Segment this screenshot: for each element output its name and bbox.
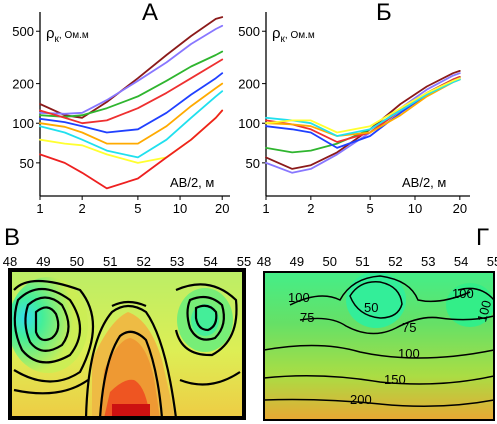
series-line-8 xyxy=(265,77,461,134)
map-x-tick-label: 49 xyxy=(290,254,304,269)
map-x-tick-label: 50 xyxy=(322,254,336,269)
map-x-tick-label: 53 xyxy=(170,254,184,269)
y-tick-label: 500 xyxy=(12,24,34,39)
contour-label: 200 xyxy=(350,392,372,407)
map-x-tick-label: 52 xyxy=(136,254,150,269)
y-tick-label: 200 xyxy=(238,77,260,92)
contour-label: 100 xyxy=(288,290,310,305)
series-line-7 xyxy=(265,78,461,137)
y-tick-label: 500 xyxy=(238,24,260,39)
x-tick-label: 5 xyxy=(134,201,141,216)
x-tick-label: 20 xyxy=(215,201,229,216)
series-line-3 xyxy=(39,50,224,118)
panel-g-map: 100 75 50 75 100 100 100 150 200 xyxy=(263,271,495,421)
contour-label: 100 xyxy=(398,346,420,361)
y-tick-label: 50 xyxy=(246,156,260,171)
x-tick-label: 2 xyxy=(307,201,314,216)
contour-label: 100 xyxy=(474,299,494,324)
panel-g: Г 48 49 50 51 52 53 54 55 100 75 50 75 100 100 … xyxy=(257,224,497,421)
panel-b-ylabel: ρк, Ом.м xyxy=(272,25,315,45)
x-tick-label: 10 xyxy=(408,201,422,216)
x-tick-label: 1 xyxy=(36,201,43,216)
panel-a-xlabel: AB/2, м xyxy=(170,175,214,190)
map-x-tick-label: 54 xyxy=(454,254,468,269)
series-line-4 xyxy=(39,58,224,125)
contour-label: 150 xyxy=(384,372,406,387)
x-tick-label: 2 xyxy=(79,201,86,216)
panel-v-map xyxy=(8,268,246,420)
x-tick-label: 5 xyxy=(367,201,374,216)
map-x-tick-label: 49 xyxy=(36,254,50,269)
map-x-tick-label: 50 xyxy=(70,254,84,269)
panel-g-title: Г xyxy=(476,224,489,251)
y-tick-label: 100 xyxy=(238,116,260,131)
series-line-2 xyxy=(39,24,224,115)
map-x-tick-label: 54 xyxy=(203,254,217,269)
map-x-tick-label: 52 xyxy=(388,254,402,269)
panel-v: В 48 49 50 51 52 53 54 55 xyxy=(3,224,251,420)
series-line-9 xyxy=(39,109,224,190)
map-x-tick-label: 48 xyxy=(3,254,17,269)
panel-a-title: А xyxy=(142,0,158,26)
series-line-2 xyxy=(265,72,461,174)
y-tick-label: 200 xyxy=(12,77,34,92)
contour-label: 50 xyxy=(364,300,378,315)
series-line-5 xyxy=(39,72,224,134)
series-line-7 xyxy=(39,90,224,159)
map-x-tick-label: 53 xyxy=(421,254,435,269)
map-x-tick-label: 55 xyxy=(487,254,497,269)
panel-a: А 1 2 5 10 20 50 100 200 500 ρк, Ом.м AB/2, м xyxy=(12,0,230,216)
contour-label: 100 xyxy=(452,286,474,301)
map-x-tick-label: 51 xyxy=(355,254,369,269)
y-tick-label: 100 xyxy=(12,116,34,131)
map-x-tick-label: 48 xyxy=(257,254,271,269)
panel-b: Б 1 2 5 10 20 50 100 200 500 ρк, Ом.м AB/2, м xyxy=(238,0,470,216)
y-tick-label: 50 xyxy=(20,156,34,171)
panel-a-ylabel: ρк, Ом.м xyxy=(46,25,89,45)
map-x-tick-label: 51 xyxy=(103,254,117,269)
x-tick-label: 20 xyxy=(453,201,467,216)
series-line-6 xyxy=(39,82,224,145)
panel-v-title: В xyxy=(4,224,20,251)
x-tick-label: 10 xyxy=(173,201,187,216)
contour-label: 75 xyxy=(300,310,314,325)
contour-label: 75 xyxy=(402,320,416,335)
map-x-tick-label: 55 xyxy=(237,254,251,269)
panel-b-xlabel: AB/2, м xyxy=(402,175,446,190)
x-tick-label: 1 xyxy=(262,201,269,216)
panel-b-title: Б xyxy=(376,0,392,26)
